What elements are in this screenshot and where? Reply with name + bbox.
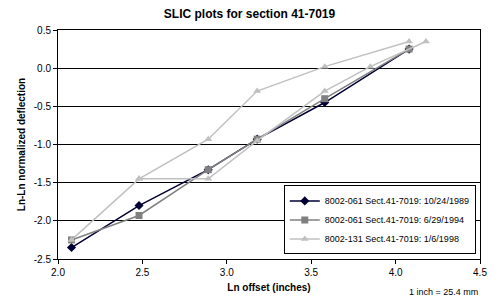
svg-text:Ln offset (inches): Ln offset (inches) bbox=[227, 282, 310, 293]
svg-text:-2.0: -2.0 bbox=[34, 215, 52, 226]
svg-text:8002-061 Sect.41-7019: 6/29/19: 8002-061 Sect.41-7019: 6/29/1994 bbox=[325, 215, 464, 225]
svg-text:-0.5: -0.5 bbox=[34, 101, 52, 112]
svg-text:8002-131 Sect.41-7019: 1/6/199: 8002-131 Sect.41-7019: 1/6/1998 bbox=[325, 234, 459, 244]
svg-text:1 inch = 25.4 mm: 1 inch = 25.4 mm bbox=[409, 287, 478, 297]
svg-text:3.0: 3.0 bbox=[220, 267, 234, 278]
svg-text:-2.5: -2.5 bbox=[34, 254, 52, 265]
svg-text:0.0: 0.0 bbox=[37, 63, 51, 74]
svg-text:Ln-Ln normalized deflection: Ln-Ln normalized deflection bbox=[16, 78, 27, 211]
svg-text:4.5: 4.5 bbox=[473, 267, 487, 278]
svg-text:4.0: 4.0 bbox=[389, 267, 403, 278]
svg-text:-1.5: -1.5 bbox=[34, 177, 52, 188]
svg-text:2.0: 2.0 bbox=[51, 267, 65, 278]
svg-text:8002-061 Sect.41-7019: 10/24/1: 8002-061 Sect.41-7019: 10/24/1989 bbox=[325, 196, 469, 206]
svg-text:3.5: 3.5 bbox=[304, 267, 318, 278]
svg-text:0.5: 0.5 bbox=[37, 25, 51, 36]
svg-text:SLIC plots for section 41-7019: SLIC plots for section 41-7019 bbox=[164, 7, 336, 21]
svg-text:-1.0: -1.0 bbox=[34, 139, 52, 150]
svg-text:2.5: 2.5 bbox=[135, 267, 149, 278]
